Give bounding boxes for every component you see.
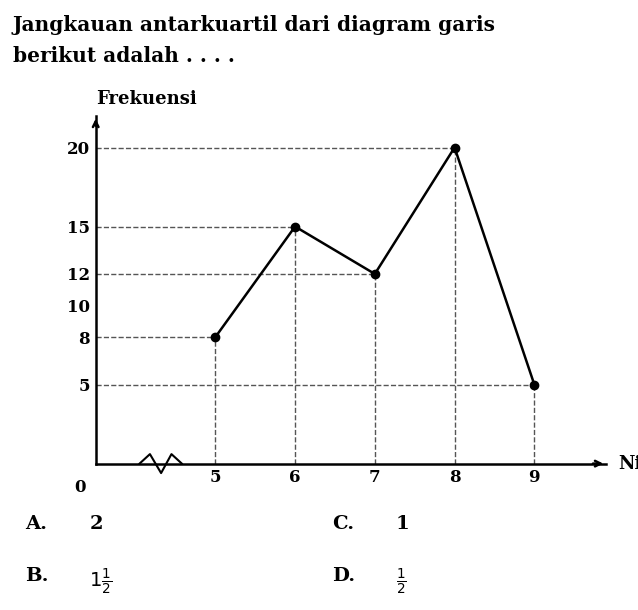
Text: A.: A. xyxy=(26,515,47,534)
Text: 2: 2 xyxy=(89,515,103,534)
Text: C.: C. xyxy=(332,515,354,534)
Text: berikut adalah . . . .: berikut adalah . . . . xyxy=(13,46,235,66)
Text: Jangkauan antarkuartil dari diagram garis: Jangkauan antarkuartil dari diagram gari… xyxy=(13,15,496,35)
Text: 0: 0 xyxy=(74,479,85,497)
Text: Nilai: Nilai xyxy=(618,454,638,473)
Text: $\frac{1}{2}$: $\frac{1}{2}$ xyxy=(396,567,406,597)
Text: Frekuensi: Frekuensi xyxy=(96,90,197,108)
Text: $1\frac{1}{2}$: $1\frac{1}{2}$ xyxy=(89,567,112,597)
Text: 1: 1 xyxy=(396,515,410,534)
Text: B.: B. xyxy=(26,567,49,586)
Text: D.: D. xyxy=(332,567,355,586)
